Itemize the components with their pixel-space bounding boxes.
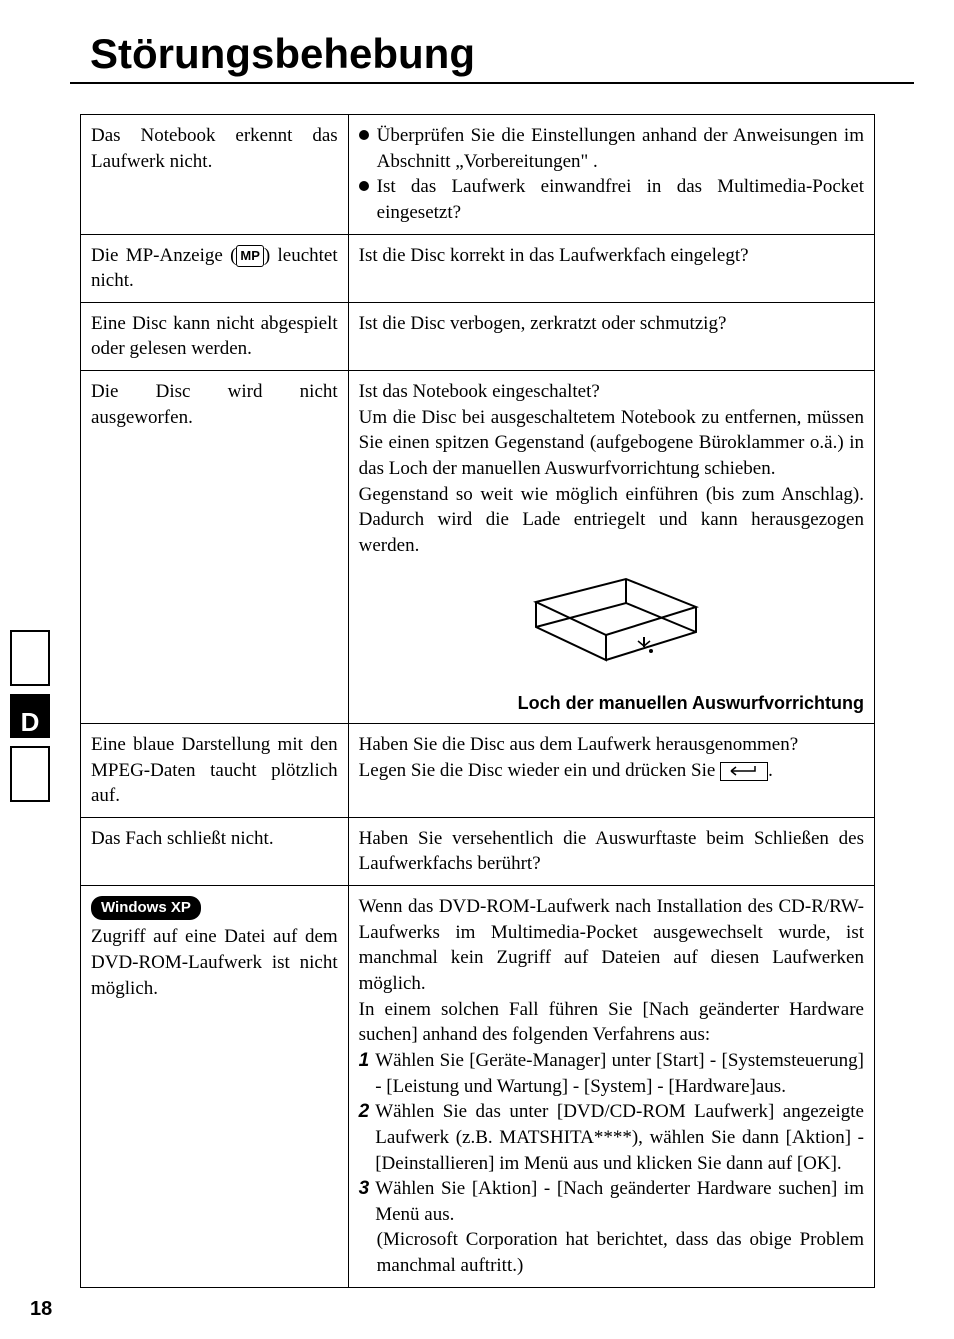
problem-cell: Eine blaue Darstellung mit den MPEG-Date… bbox=[81, 723, 349, 817]
solution-text-part: . bbox=[768, 760, 773, 781]
table-row: Das Notebook erkennt das Laufwerk nicht.… bbox=[81, 115, 875, 235]
table-row: Die MP-Anzeige (MP) leuchtet nicht. Ist … bbox=[81, 234, 875, 302]
table-row: Windows XP Zugriff auf eine Datei auf de… bbox=[81, 886, 875, 1288]
solution-cell: Ist das Notebook eingeschaltet? Um die D… bbox=[348, 371, 874, 724]
side-tab-empty bbox=[10, 630, 50, 686]
page-title: Störungsbehebung bbox=[70, 30, 914, 78]
step-text: Wählen Sie [Aktion] - [Nach geänderter H… bbox=[375, 1176, 864, 1227]
solution-text: Haben Sie die Disc aus dem Laufwerk hera… bbox=[359, 732, 864, 758]
step-number: 2 bbox=[359, 1099, 370, 1176]
table-row: Das Fach schließt nicht. Haben Sie verse… bbox=[81, 817, 875, 885]
table-row: Eine Disc kann nicht abgespielt oder gel… bbox=[81, 302, 875, 370]
problem-text: Zugriff auf eine Datei auf dem DVD-ROM-L… bbox=[91, 924, 338, 1001]
drive-illustration bbox=[506, 567, 716, 687]
side-tabs: D bbox=[10, 630, 54, 810]
bullet-icon bbox=[359, 130, 369, 140]
step-text: Wählen Sie das unter [DVD/CD-ROM Laufwer… bbox=[375, 1099, 864, 1176]
title-underline bbox=[70, 82, 914, 84]
step-number: 1 bbox=[359, 1048, 370, 1099]
side-tab-empty bbox=[10, 746, 50, 802]
problem-cell: Die MP-Anzeige (MP) leuchtet nicht. bbox=[81, 234, 349, 302]
problem-cell: Das Fach schließt nicht. bbox=[81, 817, 349, 885]
solution-text: Gegenstand so weit wie möglich einführen… bbox=[359, 482, 864, 559]
solution-text: Um die Disc bei ausgeschaltetem Notebook… bbox=[359, 405, 864, 482]
troubleshooting-table: Das Notebook erkennt das Laufwerk nicht.… bbox=[80, 114, 875, 1288]
solution-text: Ist das Notebook eingeschaltet? bbox=[359, 379, 864, 405]
problem-cell: Das Notebook erkennt das Laufwerk nicht. bbox=[81, 115, 349, 235]
solution-text: In einem solchen Fall führen Sie [Nach g… bbox=[359, 997, 864, 1048]
solution-text-part: Legen Sie die Disc wieder ein und drücke… bbox=[359, 760, 720, 781]
side-tab-active: D bbox=[10, 694, 50, 738]
solution-cell: Wenn das DVD-ROM-Laufwerk nach Installat… bbox=[348, 886, 874, 1288]
solution-cell: Haben Sie versehentlich die Auswurftaste… bbox=[348, 817, 874, 885]
step-text: Wählen Sie [Geräte-Manager] unter [Start… bbox=[375, 1048, 864, 1099]
solution-text: (Microsoft Corporation hat berichtet, da… bbox=[359, 1227, 864, 1278]
problem-cell: Eine Disc kann nicht abgespielt oder gel… bbox=[81, 302, 349, 370]
problem-cell: Windows XP Zugriff auf eine Datei auf de… bbox=[81, 886, 349, 1288]
solution-text: Legen Sie die Disc wieder ein und drücke… bbox=[359, 758, 864, 784]
enter-key-icon bbox=[720, 762, 768, 781]
solution-cell: Ist die Disc verbogen, zerkratzt oder sc… bbox=[348, 302, 874, 370]
page-number: 18 bbox=[30, 1298, 52, 1321]
solution-text: Wenn das DVD-ROM-Laufwerk nach Installat… bbox=[359, 894, 864, 997]
solution-text: Ist das Laufwerk einwandfrei in das Mult… bbox=[377, 174, 864, 225]
problem-cell: Die Disc wird nicht ausgeworfen. bbox=[81, 371, 349, 724]
step-number: 3 bbox=[359, 1176, 370, 1227]
solution-text: Überprüfen Sie die Einstellungen anhand … bbox=[377, 123, 864, 174]
windows-xp-badge: Windows XP bbox=[91, 896, 201, 920]
solution-cell: Haben Sie die Disc aus dem Laufwerk hera… bbox=[348, 723, 874, 817]
solution-cell: Überprüfen Sie die Einstellungen anhand … bbox=[348, 115, 874, 235]
illustration-caption: Loch der manuellen Auswurfvorrichtung bbox=[359, 691, 864, 715]
solution-cell: Ist die Disc korrekt in das Laufwerkfach… bbox=[348, 234, 874, 302]
table-row: Die Disc wird nicht ausgeworfen. Ist das… bbox=[81, 371, 875, 724]
mp-icon: MP bbox=[236, 245, 264, 267]
table-row: Eine blaue Darstellung mit den MPEG-Date… bbox=[81, 723, 875, 817]
problem-text: Die MP-Anzeige ( bbox=[91, 245, 236, 266]
bullet-icon bbox=[359, 181, 369, 191]
